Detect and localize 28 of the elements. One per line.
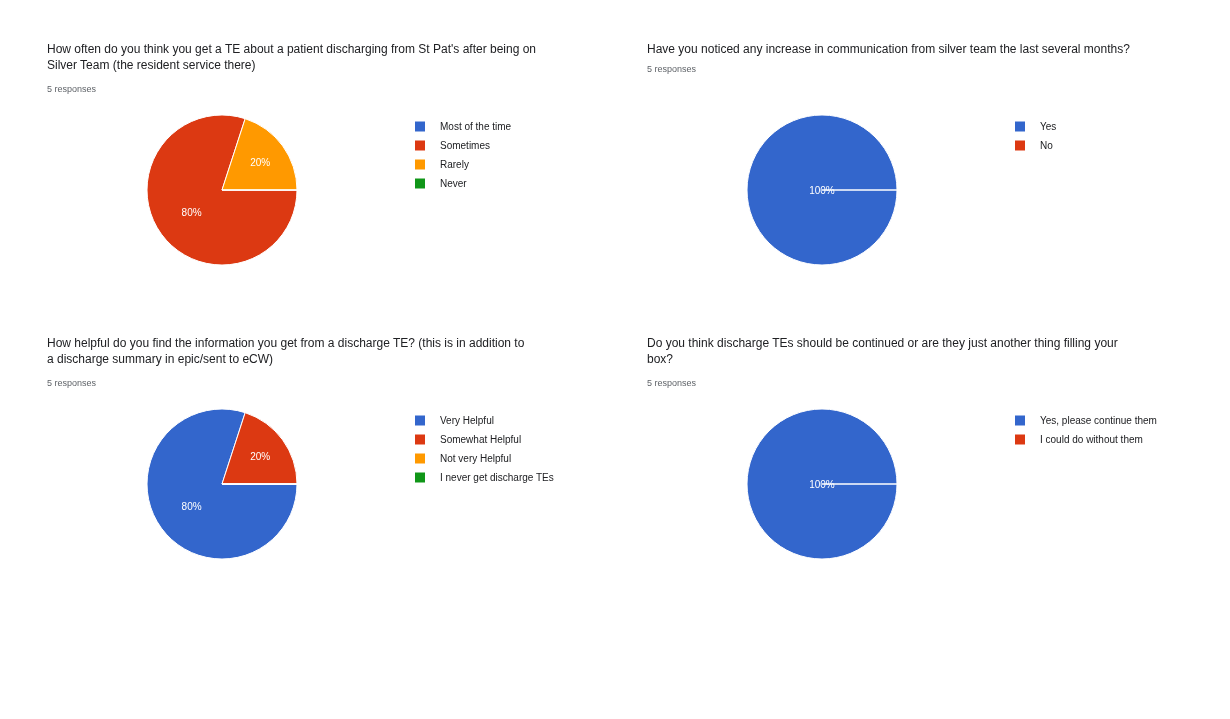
text: 5 responses (647, 64, 697, 74)
legend-label: No (1040, 140, 1054, 152)
legend-label: Not very Helpful (440, 453, 512, 465)
data-label: 100% (809, 184, 835, 196)
chart-title: Do you think discharge TEs should be continued or are they just another thing filling your box? (647, 336, 1118, 366)
text: 5 responses (647, 378, 697, 388)
chart-title: How often do you think you get a TE about a patient discharging from St Pat's after being on Silver Team (the resident service there) (47, 42, 537, 72)
pie-slice (146, 114, 298, 266)
text: 5 responses (47, 378, 97, 388)
legend-label: Very Helpful (440, 415, 494, 427)
pie-slice (146, 408, 298, 560)
data-label: 100% (809, 478, 835, 490)
legend-label: I could do without them (1040, 434, 1143, 446)
data-label: 20% (250, 450, 271, 462)
data-label: 80% (181, 500, 202, 512)
legend-label: Somewhat Helpful (440, 434, 522, 446)
data-label: 20% (250, 156, 271, 168)
legend-label: Yes, please continue them (1040, 415, 1157, 427)
text: 5 responses (47, 84, 97, 94)
legend-label: Yes (1040, 121, 1057, 133)
legend-label: I never get discharge TEs (440, 472, 554, 484)
chart-title: Have you noticed any increase in communication from silver team the last several months? (647, 42, 1131, 56)
legend-label: Rarely (440, 159, 469, 171)
chart-title: How helpful do you find the information you get from a discharge TE? (this is in addition to a discharge summary in epic/sent to eCW) (47, 336, 525, 366)
legend-label: Sometimes (440, 140, 491, 152)
legend-label: Most of the time (440, 121, 512, 133)
data-label: 80% (181, 206, 202, 218)
legend-label: Never (440, 178, 468, 190)
